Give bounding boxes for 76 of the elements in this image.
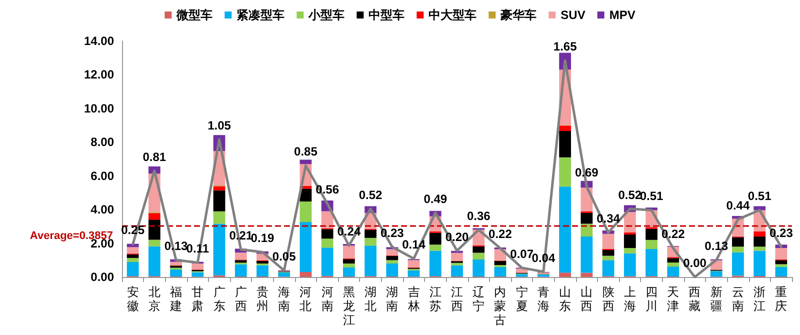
data-label: 0.52 [618, 188, 642, 202]
data-label: 0.19 [250, 231, 274, 246]
data-label: 0.24 [337, 224, 361, 239]
legend-label: 微型车 [176, 8, 213, 22]
data-label: 0.14 [402, 238, 426, 252]
data-label: 0.36 [466, 208, 491, 223]
data-label: 1.05 [208, 118, 232, 132]
data-label: 0.11 [186, 242, 210, 256]
data-label: 0.69 [575, 166, 599, 180]
x-tick-label: 甘肃 [192, 285, 204, 313]
data-label: 0.20 [445, 230, 469, 244]
x-tick-label: 重庆 [775, 285, 788, 313]
x-tick-label: 江苏 [429, 285, 442, 313]
x-tick-label: 浙江 [754, 285, 766, 313]
data-label: 0.22 [488, 227, 512, 242]
data-label: 0.00 [683, 256, 707, 270]
x-tick-label: 贵州 [256, 285, 268, 313]
data-label: 0.85 [294, 144, 318, 159]
data-label: 0.49 [424, 192, 448, 206]
data-label: 0.51 [748, 189, 772, 204]
x-tick-label: 安徽 [126, 285, 139, 313]
x-tick-label: 云南 [732, 285, 744, 313]
x-tick-label: 西藏 [688, 285, 701, 313]
data-label: 0.04 [532, 250, 556, 265]
data-label: 0.22 [661, 227, 686, 242]
x-tick-label: 山西 [580, 285, 593, 313]
x-tick-label: 吉林 [406, 285, 420, 313]
data-label: 0.23 [770, 226, 794, 240]
data-label: 0.44 [726, 198, 750, 212]
data-label: 0.13 [704, 238, 728, 253]
data-label: 0.34 [596, 211, 620, 226]
x-tick-label: 青海 [537, 285, 550, 313]
x-tick-label: 内蒙古 [494, 285, 506, 327]
data-label: 0.23 [380, 226, 404, 240]
y-tick-label: 12.00 [84, 68, 114, 82]
x-tick-label: 湖北 [364, 285, 377, 313]
y-tick-label: 0.00 [90, 270, 114, 284]
x-tick-label: 湖南 [386, 285, 398, 313]
x-tick-label: 新疆 [710, 285, 722, 313]
y-tick-label: 6.00 [90, 168, 114, 183]
y-tick-label: 14.00 [84, 34, 114, 48]
data-label: 0.21 [229, 228, 253, 242]
legend-label: 小型车 [308, 8, 345, 22]
x-tick-label: 江西 [451, 285, 463, 313]
legend-label: MPV [609, 8, 636, 22]
legend-label: 紧凑型车 [236, 8, 285, 22]
x-tick-label: 上海 [624, 285, 636, 313]
x-tick-label: 河南 [321, 285, 334, 313]
x-tick-label: 黑龙江 [342, 285, 355, 327]
y-tick-label: 8.00 [90, 135, 114, 150]
data-label: 0.56 [316, 182, 340, 197]
x-tick-label: 广东 [213, 285, 226, 313]
x-tick-label: 四川 [646, 285, 658, 313]
data-label: 0.52 [358, 188, 383, 202]
x-tick-label: 宁夏 [516, 285, 528, 313]
x-tick-label: 天津 [667, 285, 680, 313]
x-tick-label: 广西 [234, 285, 247, 313]
x-tick-label: 陕西 [602, 285, 614, 313]
data-label: 0.81 [142, 150, 166, 164]
legend-label: SUV [560, 8, 586, 22]
legend-label: 中型车 [368, 8, 405, 22]
x-tick-label: 河北 [300, 285, 312, 313]
legend-label: 中大型车 [428, 8, 477, 22]
x-tick-label: 福建 [169, 285, 182, 313]
data-label: 0.25 [121, 223, 145, 238]
legend-label: 豪华车 [500, 8, 537, 22]
data-label: 0.13 [164, 238, 188, 253]
x-tick-label: 北京 [148, 285, 160, 313]
x-tick-label: 山东 [559, 285, 572, 313]
data-label: 0.51 [640, 189, 664, 204]
y-tick-label: 10.00 [84, 101, 114, 116]
data-label: 0.05 [272, 249, 296, 264]
y-tick-label: 4.00 [90, 202, 114, 217]
x-tick-label: 海南 [278, 285, 290, 313]
x-tick-label: 辽宁 [472, 285, 485, 313]
data-label: 1.65 [553, 40, 578, 54]
